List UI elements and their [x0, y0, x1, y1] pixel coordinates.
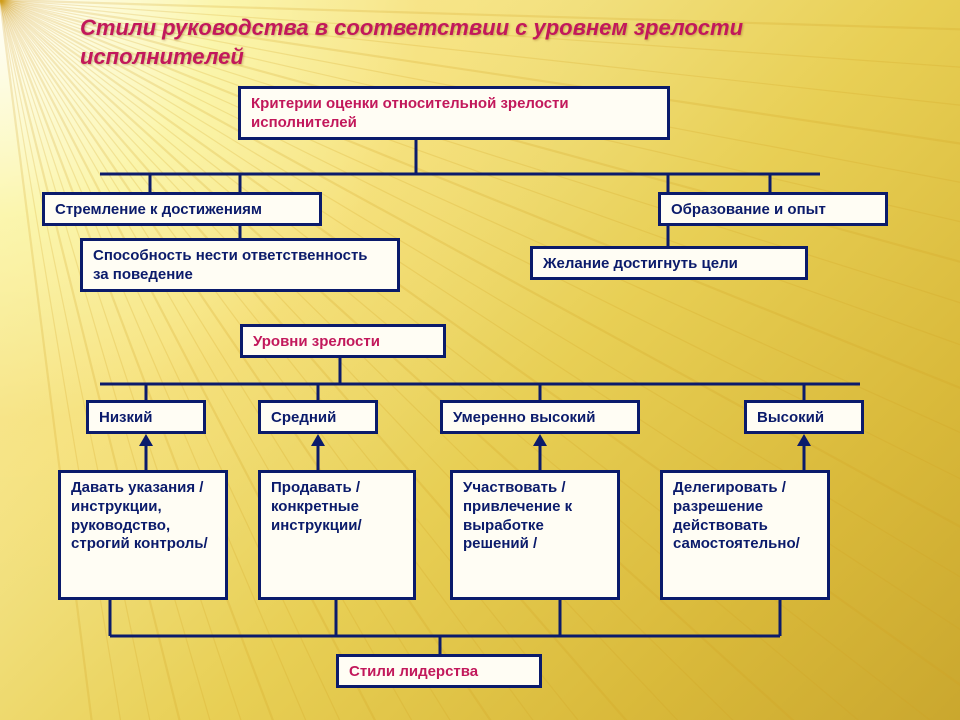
criterion-education: Образование и опыт	[658, 192, 888, 226]
style-participating: Участвовать /привлечение к выработке реш…	[450, 470, 620, 600]
level-low: Низкий	[86, 400, 206, 434]
criterion-responsibility: Способность нести ответственность за пов…	[80, 238, 400, 292]
styles-footer-box: Стили лидерства	[336, 654, 542, 688]
page-title: Стили руководства в соответствии с уровн…	[80, 14, 880, 71]
level-medium: Средний	[258, 400, 378, 434]
criterion-achievement: Стремление к достижениям	[42, 192, 322, 226]
criteria-header-box: Критерии оценки относительной зрелости и…	[238, 86, 670, 140]
style-selling: Продавать /конкретные инструкции/	[258, 470, 416, 600]
style-directing: Давать указания /инструкции, руководство…	[58, 470, 228, 600]
levels-header-box: Уровни зрелости	[240, 324, 446, 358]
style-delegating: Делегировать /разрешение действовать сам…	[660, 470, 830, 600]
criterion-goal-desire: Желание достигнуть цели	[530, 246, 808, 280]
level-moderately-high: Умеренно высокий	[440, 400, 640, 434]
level-high: Высокий	[744, 400, 864, 434]
